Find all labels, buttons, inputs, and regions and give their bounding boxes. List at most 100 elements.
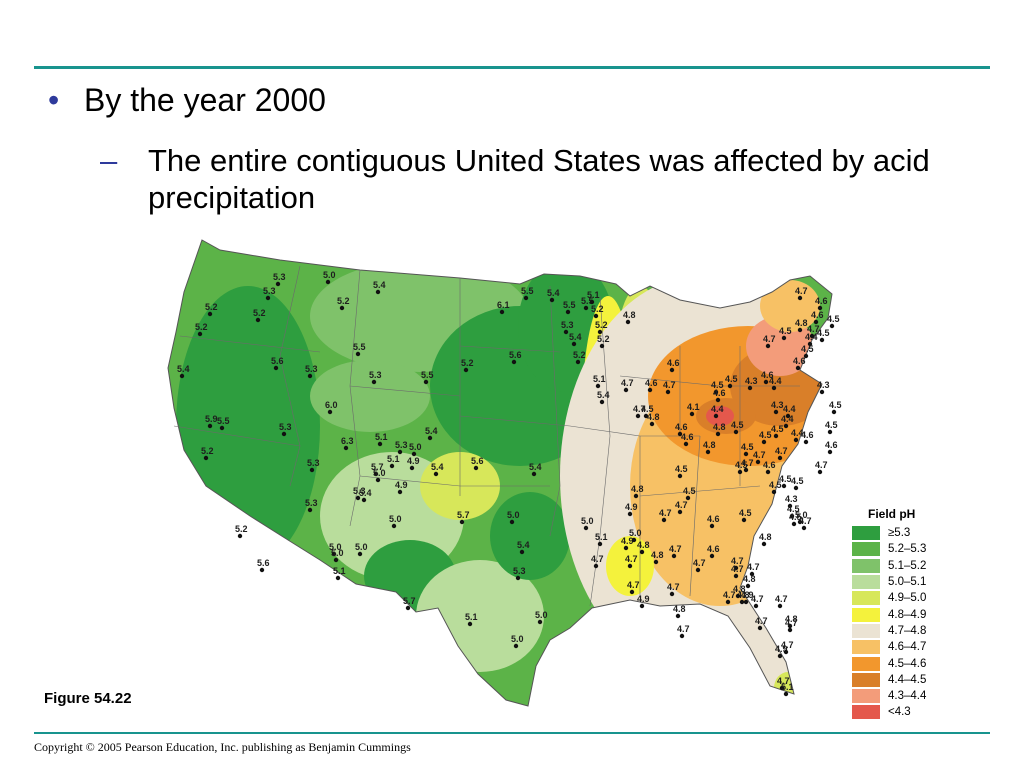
station-dot xyxy=(537,619,543,625)
station-ph-label: 4.6 xyxy=(707,544,720,554)
station-marker: 4.7 xyxy=(807,324,820,339)
station-ph-label: 5.6 xyxy=(471,456,484,466)
station-ph-label: 5.0 xyxy=(331,548,344,558)
station-dot xyxy=(589,299,595,305)
station-marker: 4.5 xyxy=(735,460,748,475)
station-marker: 4.8 xyxy=(637,540,650,555)
station-dot xyxy=(427,435,433,441)
station-ph-label: 5.4 xyxy=(177,364,190,374)
station-dot xyxy=(647,387,653,393)
station-dot xyxy=(599,399,605,405)
station-marker: 5.0 xyxy=(629,528,642,543)
station-ph-label: 4.5 xyxy=(731,420,744,430)
station-dot xyxy=(627,563,633,569)
station-ph-label: 4.7 xyxy=(777,676,790,686)
station-dot xyxy=(669,591,675,597)
station-marker: 4.7 xyxy=(675,500,688,515)
station-marker: 4.6 xyxy=(675,422,688,437)
station-dot xyxy=(513,643,519,649)
station-ph-label: 4.6 xyxy=(667,358,680,368)
station-dot xyxy=(831,409,837,415)
station-dot xyxy=(409,465,415,471)
station-dot xyxy=(599,343,605,349)
station-marker: 4.6 xyxy=(681,432,694,447)
station-dot xyxy=(265,295,271,301)
station-dot xyxy=(549,297,555,303)
station-marker: 5.3 xyxy=(395,440,408,455)
station-ph-label: 4.7 xyxy=(621,378,634,388)
station-dot xyxy=(467,621,473,627)
station-ph-label: 5.3 xyxy=(513,566,526,576)
station-ph-label: 4.8 xyxy=(737,590,750,600)
station-dot xyxy=(677,431,683,437)
station-ph-label: 4.8 xyxy=(623,310,636,320)
station-ph-label: 5.3 xyxy=(561,320,574,330)
station-dot xyxy=(819,337,825,343)
station-ph-label: 5.0 xyxy=(511,634,524,644)
station-dot xyxy=(813,319,819,325)
station-marker: 5.3 xyxy=(279,422,292,437)
station-ph-label: 4.5 xyxy=(735,460,748,470)
legend-item: <4.3 xyxy=(852,704,972,720)
station-ph-label: 4.7 xyxy=(781,640,794,650)
legend-label: 5.2–5.3 xyxy=(888,543,927,556)
station-ph-label: 4.5 xyxy=(675,464,688,474)
station-ph-label: 5.0 xyxy=(629,528,642,538)
station-dot xyxy=(781,335,787,341)
station-dot xyxy=(781,483,787,489)
legend-item: 4.8–4.9 xyxy=(852,606,972,622)
station-dot xyxy=(789,513,795,519)
station-marker: 5.3 xyxy=(305,364,318,379)
station-ph-label: 4.5 xyxy=(725,374,738,384)
station-ph-label: 5.0 xyxy=(409,442,422,452)
station-marker: 4.5 xyxy=(787,504,800,519)
legend-swatch xyxy=(852,672,880,687)
station-marker: 4.5 xyxy=(725,374,738,389)
station-ph-label: 4.8 xyxy=(651,550,664,560)
station-ph-label: 4.9 xyxy=(775,644,788,654)
station-ph-label: 5.2 xyxy=(195,322,208,332)
station-marker: 5.2 xyxy=(201,446,214,461)
station-dot xyxy=(639,603,645,609)
station-ph-label: 4.8 xyxy=(703,440,716,450)
station-dot xyxy=(391,523,397,529)
station-ph-label: 5.3 xyxy=(263,286,276,296)
legend-item: 5.1–5.2 xyxy=(852,558,972,574)
station-dot xyxy=(787,623,793,629)
station-marker: 4.8 xyxy=(631,484,644,499)
station-dot xyxy=(331,551,337,557)
station-dot xyxy=(777,455,783,461)
station-dot xyxy=(743,451,749,457)
station-dot xyxy=(207,423,213,429)
station-dot xyxy=(519,549,525,555)
station-ph-label: 5.4 xyxy=(425,426,438,436)
station-marker: 4.5 xyxy=(789,512,802,527)
station-dot xyxy=(361,497,367,503)
station-ph-label: 5.2 xyxy=(573,350,586,360)
station-ph-label: 4.3 xyxy=(817,380,830,390)
legend-swatch xyxy=(852,526,880,541)
station-marker: 4.7 xyxy=(751,594,764,609)
station-marker: 5.0 xyxy=(535,610,548,625)
legend-swatch xyxy=(852,656,880,671)
station-dot xyxy=(333,557,339,563)
station-dot xyxy=(219,425,225,431)
station-ph-label: 4.6 xyxy=(707,514,720,524)
station-marker: 6.0 xyxy=(325,400,338,415)
station-marker: 4.4 xyxy=(711,404,724,419)
station-marker: 4.7 xyxy=(747,562,760,577)
station-dot xyxy=(797,519,803,525)
station-ph-label: 4.5 xyxy=(787,504,800,514)
station-dot xyxy=(275,281,281,287)
station-dot xyxy=(633,493,639,499)
station-dot xyxy=(397,449,403,455)
station-ph-label: 4.5 xyxy=(779,474,792,484)
legend-label: ≥5.3 xyxy=(888,527,911,540)
station-ph-label: 5.0 xyxy=(795,510,808,520)
station-marker: 4.7 xyxy=(677,624,690,639)
station-ph-label: 4.7 xyxy=(775,446,788,456)
station-dot xyxy=(511,359,517,365)
station-ph-label: 4.3 xyxy=(771,400,784,410)
station-marker: 4.8 xyxy=(795,318,808,333)
station-ph-label: 5.6 xyxy=(257,558,270,568)
